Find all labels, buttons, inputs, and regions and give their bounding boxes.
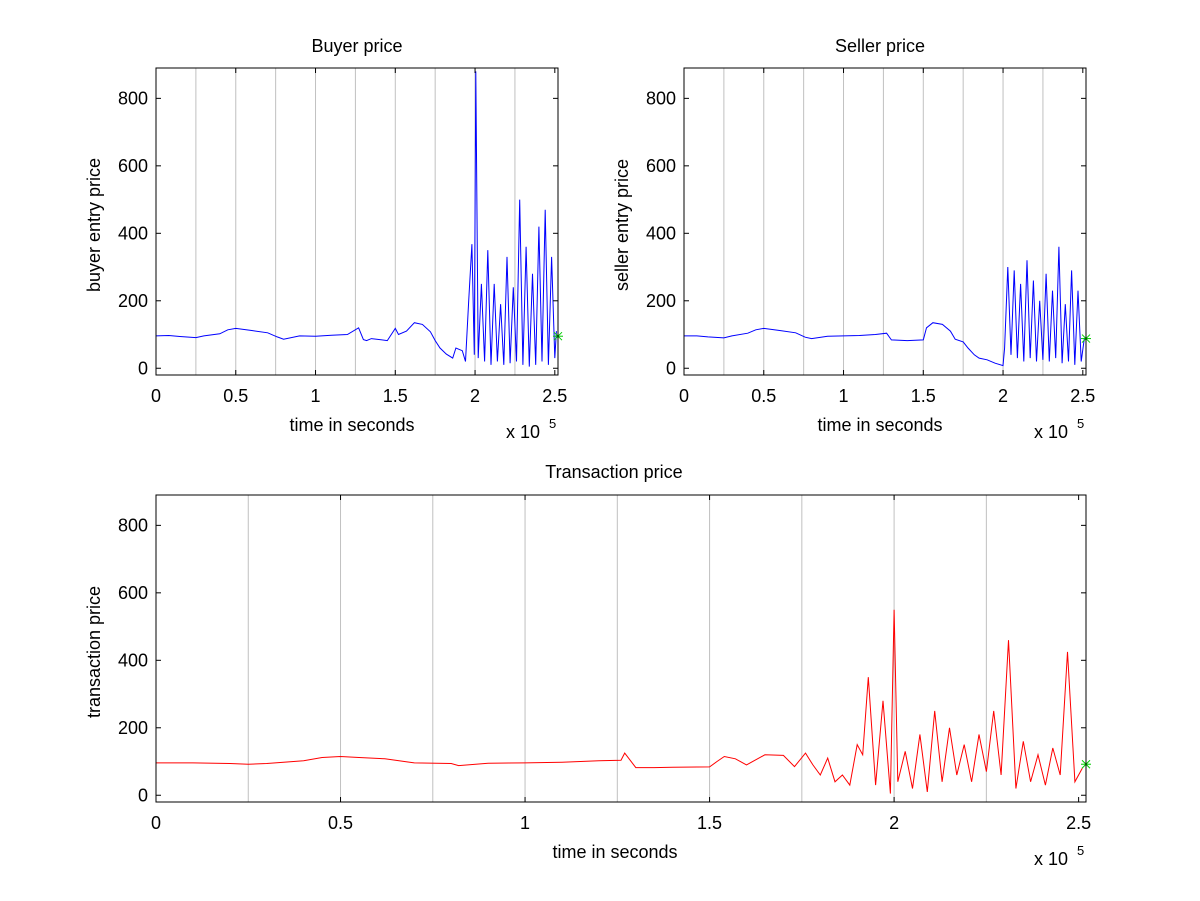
y-axis-label: seller entry price (612, 159, 632, 291)
y-tick-label: 0 (666, 358, 676, 378)
x-tick-label: 2.5 (1066, 813, 1091, 833)
series-line (684, 246, 1085, 367)
plot-area (156, 495, 1086, 802)
y-tick-label: 800 (118, 88, 148, 108)
x-tick-label: 1 (311, 386, 321, 406)
y-tick-label: 200 (646, 291, 676, 311)
x-multiplier: x 10 (506, 422, 540, 442)
axes-box (155, 494, 1087, 803)
series-line (155, 71, 557, 367)
x-tick-label: 0.5 (328, 813, 353, 833)
transaction-price-panel: 0 0.5 1 1.5 2 2.5 0 200 400 600 800 Transaction pr… (84, 462, 1091, 869)
y-tick-label: 0 (138, 785, 148, 805)
x-tick-label: 0.5 (751, 386, 776, 406)
x-axis-label: time in seconds (289, 415, 414, 435)
x-tick-label: 2 (998, 386, 1008, 406)
y-tick-label: 200 (118, 718, 148, 738)
x-tick-label: 2 (470, 386, 480, 406)
y-axis-label: buyer entry price (84, 158, 104, 292)
x-multiplier-exponent: 5 (1077, 416, 1084, 431)
y-tick-label: 400 (118, 650, 148, 670)
axes-box (155, 67, 559, 376)
x-tick-label: 0 (151, 386, 161, 406)
x-multiplier-exponent: 5 (549, 416, 556, 431)
x-axis-label: time in seconds (817, 415, 942, 435)
x-tick-label: 1 (520, 813, 530, 833)
series-line (156, 609, 1083, 794)
plot-area (684, 68, 1086, 375)
x-multiplier: x 10 (1034, 849, 1068, 869)
y-tick-label: 200 (118, 291, 148, 311)
x-tick-label: 0.5 (223, 386, 248, 406)
x-tick-label: 2.5 (542, 386, 567, 406)
x-multiplier-exponent: 5 (1077, 843, 1084, 858)
x-tick-label: 1 (839, 386, 849, 406)
x-tick-label: 1.5 (911, 386, 936, 406)
y-axis-label: transaction price (84, 586, 104, 718)
x-tick-label: 1.5 (383, 386, 408, 406)
y-tick-label: 400 (118, 223, 148, 243)
x-axis-label: time in seconds (552, 842, 677, 862)
y-tick-label: 600 (646, 156, 676, 176)
x-multiplier: x 10 (1034, 422, 1068, 442)
buyer-price-panel: 0 0.5 1 1.5 2 2.5 0 200 400 600 800 Buyer price ti… (84, 36, 567, 442)
seller-price-panel: 0 0.5 1 1.5 2 2.5 0 200 400 600 800 Seller price t… (612, 36, 1095, 442)
x-tick-label: 0 (679, 386, 689, 406)
chart-title: Transaction price (545, 462, 682, 482)
axes-box (683, 67, 1087, 376)
x-tick-label: 0 (151, 813, 161, 833)
chart-title: Buyer price (311, 36, 402, 56)
plot-area (156, 68, 558, 375)
y-tick-label: 400 (646, 223, 676, 243)
y-tick-label: 0 (138, 358, 148, 378)
y-tick-label: 600 (118, 156, 148, 176)
y-tick-label: 800 (646, 88, 676, 108)
x-tick-label: 1.5 (697, 813, 722, 833)
y-tick-label: 600 (118, 583, 148, 603)
y-tick-label: 800 (118, 515, 148, 535)
chart-title: Seller price (835, 36, 925, 56)
x-tick-label: 2.5 (1070, 386, 1095, 406)
x-tick-label: 2 (889, 813, 899, 833)
